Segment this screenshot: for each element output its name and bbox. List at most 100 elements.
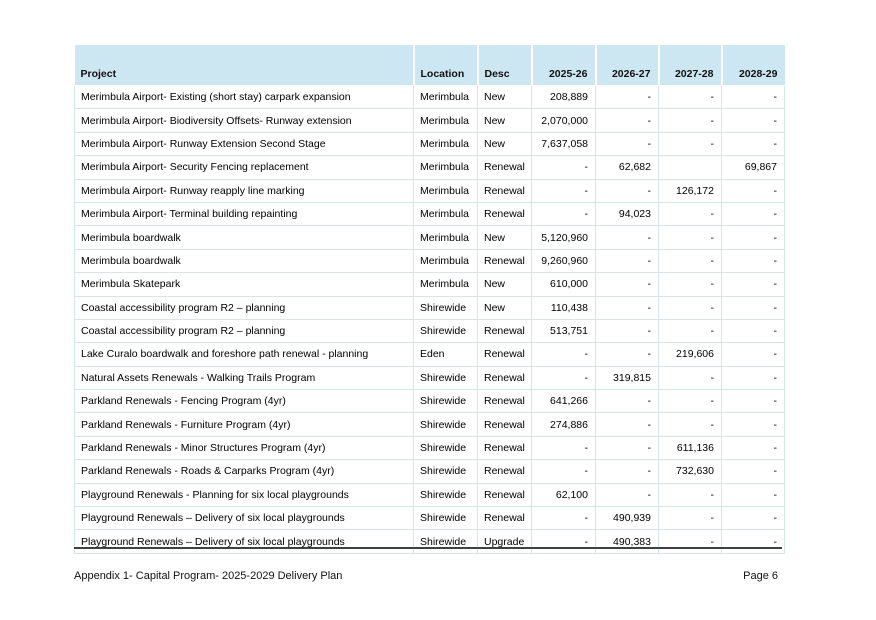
cell-location: Merimbula xyxy=(413,155,478,180)
cell-fy2026_27: - xyxy=(595,131,659,157)
cell-fy2028_29: - xyxy=(721,389,785,414)
cell-desc: New xyxy=(477,108,532,133)
cell-fy2028_29: - xyxy=(721,295,785,320)
cell-fy2028_29: - xyxy=(721,318,785,344)
cell-project: Natural Assets Renewals - Walking Trails… xyxy=(74,365,414,391)
cell-fy2026_27: - xyxy=(595,85,659,110)
cell-fy2027_28: - xyxy=(658,248,722,274)
cell-fy2027_28: - xyxy=(658,389,722,414)
cell-fy2028_29: 69,867 xyxy=(721,155,785,180)
cell-fy2027_28: - xyxy=(658,482,722,508)
cell-fy2027_28: - xyxy=(658,201,722,227)
cell-project: Parkland Renewals - Furniture Program (4… xyxy=(74,412,414,437)
column-header-fy2027_28: 2027-28 xyxy=(657,45,722,86)
cell-project: Parkland Renewals - Minor Structures Pro… xyxy=(74,435,414,461)
cell-desc: Upgrade xyxy=(477,529,532,554)
table-row: Parkland Renewals - Fencing Program (4yr… xyxy=(74,389,785,414)
table-row: Merimbula boardwalk Merimbula New 5,120,960… xyxy=(74,225,785,250)
table-row: Merimbula Airport- Security Fencing repl… xyxy=(74,155,785,180)
cell-fy2027_28: - xyxy=(658,131,722,157)
cell-project: Merimbula Airport- Terminal building rep… xyxy=(74,201,414,227)
cell-fy2025_26: - xyxy=(531,459,596,484)
table-row: Playground Renewals – Delivery of six lo… xyxy=(74,529,785,554)
cell-fy2026_27: - xyxy=(595,459,659,484)
cell-project: Merimbula Airport- Existing (short stay)… xyxy=(74,85,414,110)
cell-fy2025_26: - xyxy=(531,178,596,203)
cell-fy2025_26: 641,266 xyxy=(531,389,596,414)
cell-fy2025_26: - xyxy=(531,365,596,391)
cell-fy2026_27: - xyxy=(595,225,659,250)
cell-desc: Renewal xyxy=(477,318,532,344)
cell-fy2026_27: - xyxy=(595,482,659,508)
cell-fy2026_27: 94,023 xyxy=(595,201,659,227)
cell-desc: Renewal xyxy=(477,248,532,274)
cell-fy2025_26: 513,751 xyxy=(531,318,596,344)
cell-fy2028_29: - xyxy=(721,342,785,367)
cell-project: Merimbula boardwalk xyxy=(74,248,414,274)
capital-program-table: Project Location Desc 2025-26 2026-27 2027-28… xyxy=(74,45,785,554)
column-header-fy2025_26: 2025-26 xyxy=(530,45,596,86)
cell-location: Merimbula xyxy=(413,131,478,157)
cell-fy2026_27: 62,682 xyxy=(595,155,659,180)
cell-fy2025_26: - xyxy=(531,201,596,227)
cell-project: Playground Renewals – Delivery of six lo… xyxy=(74,506,414,531)
cell-location: Merimbula xyxy=(413,201,478,227)
cell-fy2027_28: 126,172 xyxy=(658,178,722,203)
cell-fy2026_27: - xyxy=(595,389,659,414)
cell-desc: Renewal xyxy=(477,435,532,461)
cell-location: Shirewide xyxy=(413,506,478,531)
cell-location: Shirewide xyxy=(413,295,478,320)
table-row: Parkland Renewals - Minor Structures Pro… xyxy=(74,435,785,461)
column-header-desc: Desc xyxy=(476,45,532,86)
cell-fy2028_29: - xyxy=(721,435,785,461)
cell-location: Merimbula xyxy=(413,85,478,110)
cell-fy2027_28: - xyxy=(658,412,722,437)
cell-desc: New xyxy=(477,272,532,297)
cell-location: Merimbula xyxy=(413,272,478,297)
cell-fy2025_26: 274,886 xyxy=(531,412,596,437)
cell-fy2028_29: - xyxy=(721,272,785,297)
table-row: Merimbula Airport- Terminal building rep… xyxy=(74,201,785,227)
cell-fy2025_26: 5,120,960 xyxy=(531,225,596,250)
cell-location: Merimbula xyxy=(413,225,478,250)
cell-fy2026_27: - xyxy=(595,178,659,203)
table-row: Coastal accessibility program R2 – plann… xyxy=(74,295,785,320)
cell-fy2026_27: - xyxy=(595,248,659,274)
cell-project: Merimbula Skatepark xyxy=(74,272,414,297)
column-header-project: Project xyxy=(74,45,414,86)
cell-desc: New xyxy=(477,225,532,250)
cell-desc: Renewal xyxy=(477,412,532,437)
cell-project: Merimbula Airport- Biodiversity Offsets-… xyxy=(74,108,414,133)
table-row: Merimbula Airport- Runway reapply line m… xyxy=(74,178,785,203)
cell-fy2027_28: - xyxy=(658,529,722,554)
cell-location: Merimbula xyxy=(413,178,478,203)
footer-divider xyxy=(74,547,782,549)
table-row: Lake Curalo boardwalk and foreshore path… xyxy=(74,342,785,367)
cell-fy2028_29: - xyxy=(721,85,785,110)
cell-project: Merimbula Airport- Security Fencing repl… xyxy=(74,155,414,180)
cell-fy2028_29: - xyxy=(721,529,785,554)
cell-fy2026_27: - xyxy=(595,435,659,461)
cell-fy2026_27: 490,939 xyxy=(595,506,659,531)
cell-fy2025_26: - xyxy=(531,529,596,554)
cell-location: Shirewide xyxy=(413,412,478,437)
cell-fy2028_29: - xyxy=(721,506,785,531)
cell-location: Shirewide xyxy=(413,435,478,461)
cell-fy2025_26: 9,260,960 xyxy=(531,248,596,274)
cell-fy2026_27: - xyxy=(595,318,659,344)
cell-project: Merimbula Airport- Runway Extension Seco… xyxy=(74,131,414,157)
column-header-fy2026_27: 2026-27 xyxy=(594,45,659,86)
cell-fy2025_26: 610,000 xyxy=(531,272,596,297)
cell-desc: Renewal xyxy=(477,482,532,508)
table-row: Parkland Renewals - Roads & Carparks Pro… xyxy=(74,459,785,484)
cell-fy2028_29: - xyxy=(721,108,785,133)
cell-fy2026_27: - xyxy=(595,342,659,367)
cell-location: Eden xyxy=(413,342,478,367)
cell-desc: Renewal xyxy=(477,155,532,180)
cell-fy2025_26: - xyxy=(531,435,596,461)
cell-location: Merimbula xyxy=(413,248,478,274)
cell-fy2027_28: 219,606 xyxy=(658,342,722,367)
cell-fy2028_29: - xyxy=(721,178,785,203)
cell-desc: Renewal xyxy=(477,389,532,414)
